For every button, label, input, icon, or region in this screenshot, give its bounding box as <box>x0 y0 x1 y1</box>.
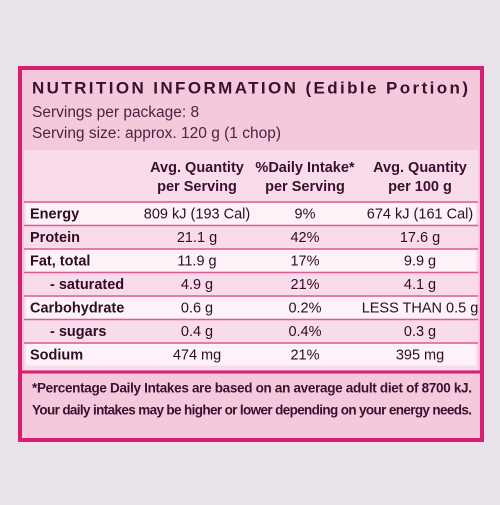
column-header: per Serving <box>157 179 237 195</box>
row-label: Sodium <box>30 348 83 364</box>
cell: 0.6 g <box>181 301 213 317</box>
row-label: Protein <box>30 230 80 246</box>
cell: 17% <box>290 254 319 270</box>
cell: 809 kJ (193 Cal) <box>144 207 250 223</box>
row-label: - sugars <box>50 324 106 340</box>
column-header: Avg. Quantity <box>373 160 467 176</box>
row-label: Carbohydrate <box>30 301 124 317</box>
cell: 4.1 g <box>404 277 436 293</box>
cell: 9% <box>295 207 316 223</box>
serving-size: Serving size: approx. 120 g (1 chop) <box>32 125 281 142</box>
cell: 0.3 g <box>404 324 436 340</box>
cell: 395 mg <box>396 348 444 364</box>
cell: 0.4 g <box>181 324 213 340</box>
row-background <box>26 320 476 342</box>
row-label: - saturated <box>50 277 124 293</box>
row-background <box>26 273 476 295</box>
row-background <box>26 344 476 366</box>
row-background <box>26 250 476 272</box>
row-background <box>26 226 476 248</box>
cell: 674 kJ (161 Cal) <box>367 207 473 223</box>
row-background <box>26 203 476 225</box>
column-header: per Serving <box>265 179 345 195</box>
row-label: Fat, total <box>30 254 90 270</box>
cell: 21.1 g <box>177 230 217 246</box>
servings: Servings per package: 8 <box>32 104 199 121</box>
column-header: per 100 g <box>388 179 452 195</box>
row-background <box>26 297 476 319</box>
cell: 474 mg <box>173 348 221 364</box>
column-header: Avg. Quantity <box>150 160 244 176</box>
cell: 4.9 g <box>181 277 213 293</box>
column-header: %Daily Intake* <box>255 160 354 176</box>
cell: 17.6 g <box>400 230 440 246</box>
cell: 21% <box>290 348 319 364</box>
footnote: Your daily intakes may be higher or lowe… <box>32 403 472 418</box>
cell: 11.9 g <box>177 254 216 270</box>
cell: 0.2% <box>288 301 321 317</box>
cell: 21% <box>290 277 319 293</box>
cell: LESS THAN 0.5 g <box>362 301 479 317</box>
cell: 9.9 g <box>404 254 436 270</box>
cell: 0.4% <box>288 324 321 340</box>
row-label: Energy <box>30 207 79 223</box>
title: NUTRITION INFORMATION (Edible Portion) <box>32 78 468 97</box>
cell: 42% <box>290 230 319 246</box>
footnote: *Percentage Daily Intakes are based on a… <box>32 381 472 396</box>
